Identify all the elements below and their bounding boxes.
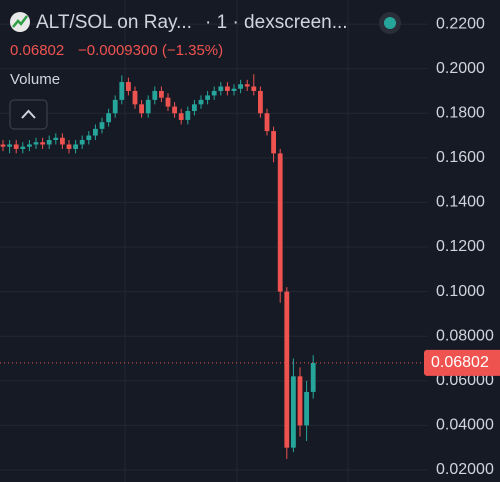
candle-body xyxy=(79,140,85,145)
candle-body xyxy=(172,106,177,114)
candle-body xyxy=(132,90,138,105)
candle-body xyxy=(291,376,296,448)
candle-body xyxy=(53,137,59,141)
price: 0.06802 xyxy=(10,42,64,59)
candle-body xyxy=(139,104,144,114)
candle-body xyxy=(33,142,39,145)
y-tick-label: 0.2200 xyxy=(436,15,485,32)
candle-body xyxy=(271,131,276,154)
candle-body xyxy=(277,153,283,292)
candle-body xyxy=(46,140,52,145)
y-tick-label: 0.1600 xyxy=(436,149,485,166)
candle-body xyxy=(304,391,309,426)
candle-body xyxy=(40,142,45,145)
title: ALT/SOL on Ray... xyxy=(36,12,192,33)
candle-body xyxy=(145,99,151,114)
change: −0.0009300 (−1.35%) xyxy=(78,42,223,59)
header: ALT/SOL on Ray... · 1 · dexscreen... 0.0… xyxy=(9,12,401,130)
logo-icon xyxy=(12,15,28,28)
candle-body xyxy=(238,84,243,89)
candle-body xyxy=(159,90,164,98)
candle-body xyxy=(185,111,191,120)
candle-body xyxy=(99,122,105,129)
y-tick-label: 0.02000 xyxy=(436,461,494,478)
volume-label: Volume xyxy=(10,71,60,88)
candle-body xyxy=(152,90,158,100)
last-price-label: 0.06802 xyxy=(431,354,489,371)
candle-body xyxy=(205,95,210,100)
candle-body xyxy=(165,97,171,107)
chevron xyxy=(21,109,36,119)
y-tick-label: 0.1000 xyxy=(436,283,485,300)
y-tick-label: 0.2000 xyxy=(436,60,485,77)
candle-body xyxy=(13,144,19,149)
y-tick-label: 0.04000 xyxy=(436,417,494,434)
y-tick-label: 0.06000 xyxy=(436,372,494,389)
candle-body xyxy=(20,146,26,149)
candle-body xyxy=(178,113,184,120)
candle-body xyxy=(218,86,224,91)
candle-body xyxy=(244,84,250,87)
candle-body xyxy=(231,88,237,91)
candle-body xyxy=(192,104,197,112)
candle-body xyxy=(106,113,111,123)
candle-body xyxy=(66,144,72,149)
candle-body xyxy=(73,144,78,149)
y-tick-label: 0.1800 xyxy=(436,104,485,121)
candle-body xyxy=(258,90,263,114)
y-tick-label: 0.1400 xyxy=(436,194,485,211)
candle-body xyxy=(198,99,204,105)
status-dot xyxy=(384,17,396,29)
y-tick-label: 0.1200 xyxy=(436,238,485,255)
candle-body xyxy=(297,376,303,426)
candle-body xyxy=(93,128,98,136)
candle-body xyxy=(251,86,257,91)
candle-body xyxy=(284,291,290,448)
candle-body xyxy=(119,82,125,100)
candle-body xyxy=(7,144,12,147)
candle-body xyxy=(310,362,316,392)
candle-body xyxy=(264,113,270,132)
candle-body xyxy=(27,144,32,147)
candle-body xyxy=(211,90,217,96)
candle-body xyxy=(112,99,118,114)
candle-body xyxy=(0,144,6,147)
candle-body xyxy=(60,137,65,145)
source: · 1 · dexscreen... xyxy=(205,12,348,33)
candle-body xyxy=(86,135,92,141)
y-tick-label: 0.08000 xyxy=(436,327,494,344)
candle-body xyxy=(225,86,230,91)
collapse-button[interactable] xyxy=(9,99,48,130)
last-price-tag xyxy=(424,349,500,376)
candle-body xyxy=(126,82,131,91)
